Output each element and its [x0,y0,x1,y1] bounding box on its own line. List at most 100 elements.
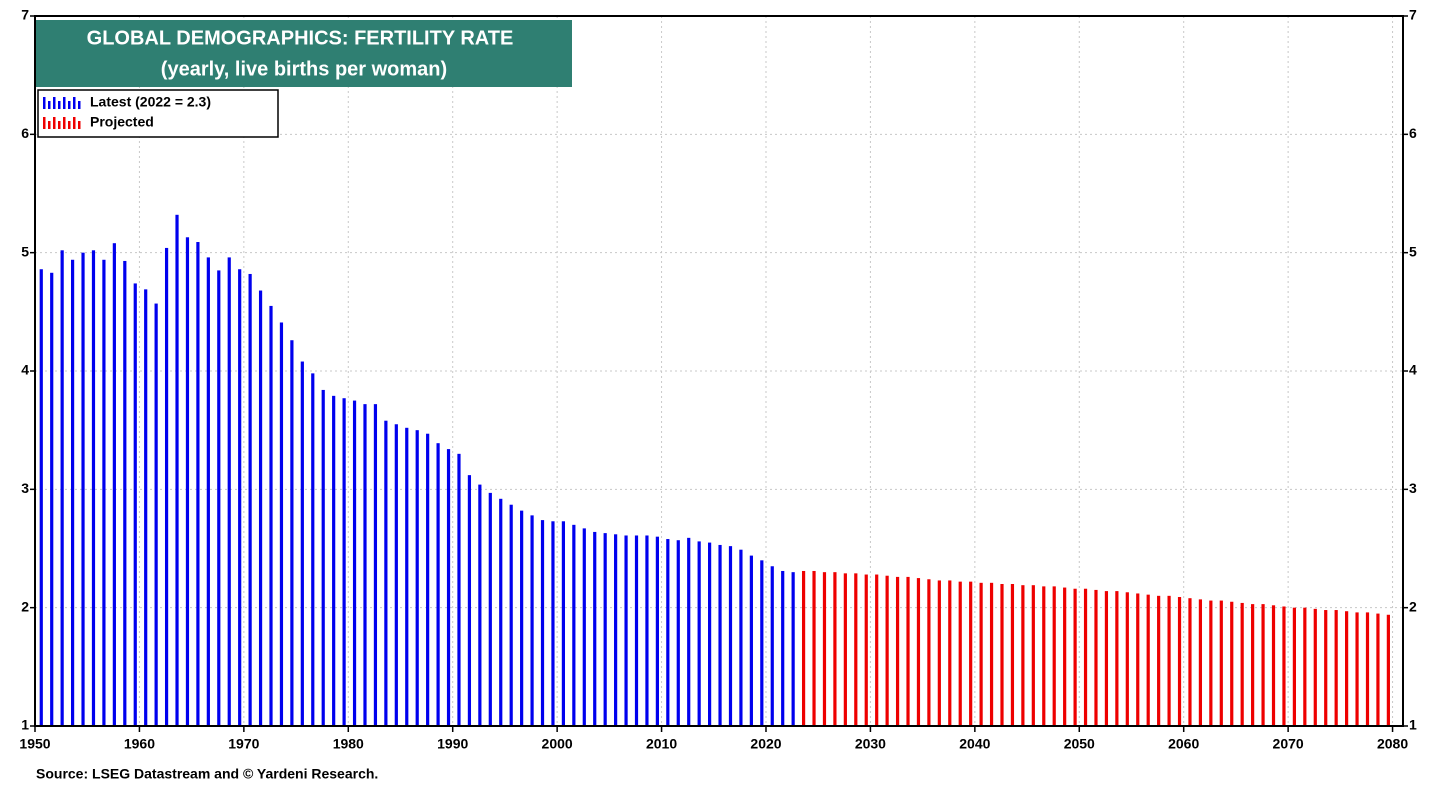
bar [1000,584,1004,726]
bar [1282,606,1286,726]
bar [843,573,847,726]
bar [885,575,889,726]
bar [687,537,691,726]
x-tick-label: 2020 [750,736,781,752]
bar [875,574,879,726]
bar [415,430,419,726]
bar [801,570,806,726]
legend-swatch [78,101,81,109]
bar [499,498,503,726]
bar [70,259,75,726]
bar [1261,604,1265,726]
y-tick-label: 7 [21,7,29,23]
bar [509,504,513,726]
x-tick-label: 1990 [437,736,468,752]
bar [60,250,64,727]
bar [927,579,931,726]
x-tick-label: 2080 [1377,736,1408,752]
y-tick-label: 2 [21,598,29,614]
bar [467,475,472,726]
bar [112,243,116,726]
bar [352,400,357,726]
legend-swatch [43,117,46,129]
bar [989,582,994,726]
bar [1115,591,1119,726]
bar [540,520,545,726]
bar [1052,586,1056,726]
bar [290,340,294,726]
bar [269,305,273,726]
y2-tick-label: 2 [1409,598,1417,614]
x-tick-label: 2030 [855,736,886,752]
bar [321,389,325,726]
bar [1146,594,1150,726]
bar [958,581,962,726]
bar [1094,589,1098,726]
bar [634,535,639,726]
bar [258,290,263,726]
y-tick-label: 4 [21,362,29,378]
legend-swatch [78,121,81,129]
bar [342,398,346,726]
bar [81,252,85,726]
bar [676,540,680,726]
bar [906,576,910,726]
bar [478,484,482,726]
bar [593,531,597,726]
bar [436,443,440,726]
bar [1334,610,1338,726]
bar [1240,602,1244,726]
bar [655,536,659,726]
bar [645,535,649,726]
bar [1324,610,1328,726]
y-tick-label: 1 [21,717,29,733]
bar [1063,587,1067,726]
bar [1365,612,1370,726]
bar [1021,585,1025,726]
bar [582,528,586,726]
bar [572,524,576,726]
bar [1292,607,1296,726]
bar [728,546,733,726]
bar [164,247,169,726]
bar [551,521,555,726]
legend-swatch [68,121,71,129]
legend-swatch [73,117,76,129]
bar [770,566,774,726]
bar [624,535,628,726]
bar [708,542,712,726]
bar [530,515,534,726]
legend-swatch [63,117,66,129]
bar [1188,598,1192,726]
bar [1251,604,1255,726]
bar [1271,605,1276,726]
x-tick-label: 2000 [542,736,573,752]
y-tick-label: 5 [21,243,29,259]
bar [1198,599,1203,726]
y2-tick-label: 4 [1409,362,1417,378]
bar [196,242,200,726]
y2-tick-label: 5 [1409,243,1417,259]
y-tick-label: 3 [21,480,29,496]
bar [1010,584,1015,726]
bar [822,572,827,726]
bar [206,257,210,726]
bar [948,580,952,726]
x-tick-label: 2050 [1064,736,1095,752]
bar [175,214,179,727]
bar [91,250,96,727]
y2-tick-label: 7 [1409,7,1417,23]
bar [248,273,252,726]
bar [311,373,315,726]
bar [405,427,409,726]
bar [1031,585,1035,726]
legend-box [37,89,279,138]
bar [39,269,43,726]
bar [144,289,148,726]
bar [384,420,388,726]
bar [520,510,524,726]
bar [300,361,304,726]
bar [227,257,231,726]
legend-swatch [73,97,76,109]
x-tick-label: 2060 [1168,736,1199,752]
